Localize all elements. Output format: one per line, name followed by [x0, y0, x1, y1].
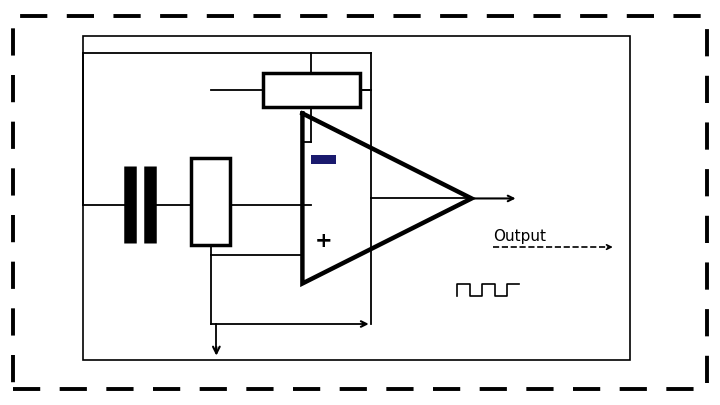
- Bar: [311, 155, 336, 164]
- Text: Output: Output: [493, 229, 546, 245]
- Text: +: +: [315, 231, 332, 251]
- Bar: [191, 158, 230, 245]
- Bar: [263, 73, 360, 107]
- Bar: [83, 36, 630, 360]
